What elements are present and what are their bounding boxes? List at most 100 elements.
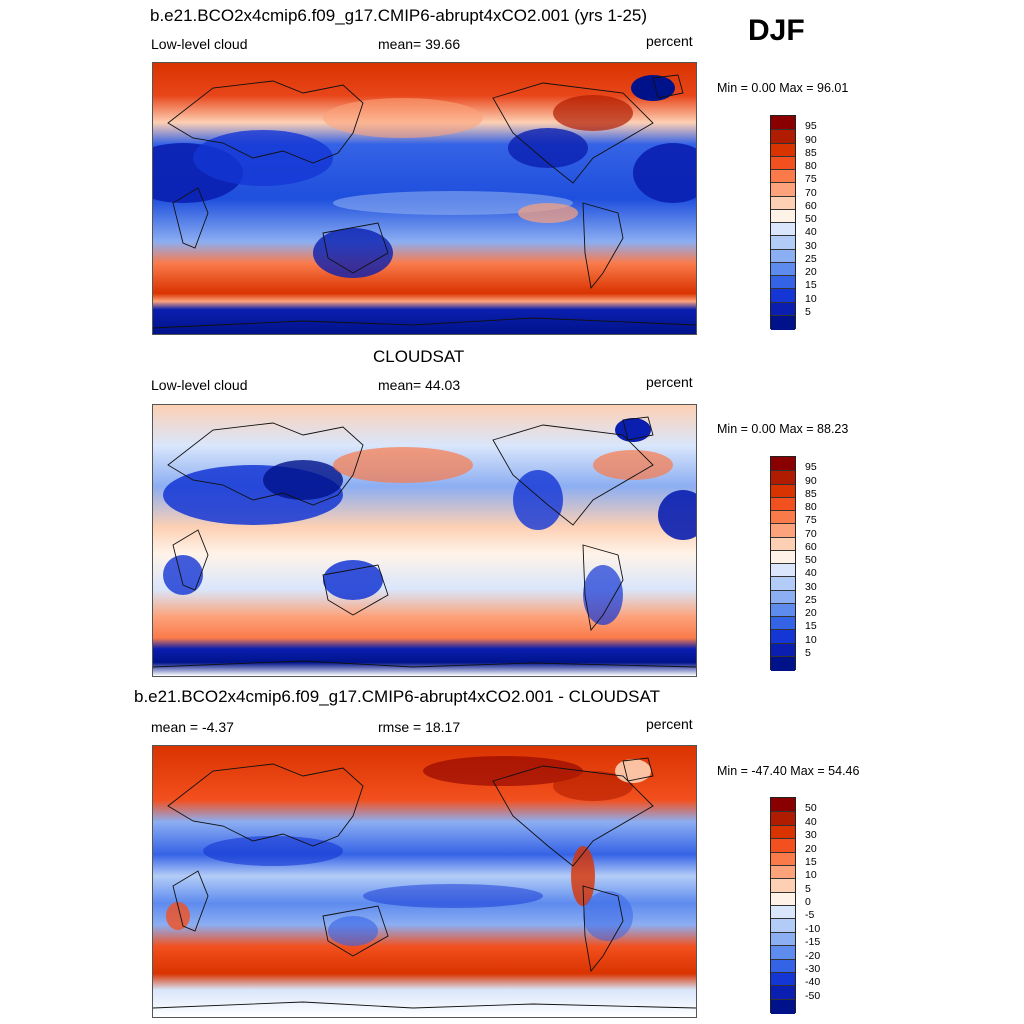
colorbar-tick-label: 50 xyxy=(805,554,817,566)
colorbar-swatch xyxy=(771,589,795,605)
colorbar-swatch xyxy=(771,958,795,974)
colorbar-swatch xyxy=(771,510,795,525)
panel-title: b.e21.BCO2x4cmip6.f09_g17.CMIP6-abrupt4x… xyxy=(134,687,660,706)
season-label: DJF xyxy=(748,14,805,47)
colorbar-tick-label: 90 xyxy=(805,474,817,487)
colorbar-swatch xyxy=(771,985,795,1001)
colorbar-tick-label: 10 xyxy=(805,869,817,882)
colorbar-swatch xyxy=(771,248,795,264)
colorbar-tick-label: 10 xyxy=(805,292,817,305)
colorbar-tick-label: 70 xyxy=(805,527,817,540)
colorbar-swatch xyxy=(771,496,795,512)
colorbar-tick-label: 25 xyxy=(805,252,817,265)
panel-title: b.e21.BCO2x4cmip6.f09_g17.CMIP6-abrupt4x… xyxy=(150,6,648,25)
colorbar-swatch xyxy=(771,470,795,486)
colorbar-swatch xyxy=(771,629,795,645)
colorbar-tick-label: 5 xyxy=(805,305,811,318)
minmax-label: Min = -47.40 Max = 54.46 xyxy=(717,764,860,778)
colorbar-swatch xyxy=(771,261,795,277)
colorbar-tick-label: 40 xyxy=(805,815,817,828)
colorbar-swatch xyxy=(771,576,795,592)
colorbar-tick-label: 5 xyxy=(805,646,811,659)
colorbar-swatch xyxy=(771,275,795,290)
minmax-label: Min = 0.00 Max = 88.23 xyxy=(717,422,849,436)
colorbar-swatch xyxy=(771,182,795,198)
colorbar-tick-label: 25 xyxy=(805,593,817,606)
difference-field-map xyxy=(153,746,696,1017)
colorbar-swatch xyxy=(771,838,795,854)
colorbar-tick-label: -10 xyxy=(805,922,821,935)
colorbar-tick-label: 95 xyxy=(805,120,817,133)
colorbar-swatch xyxy=(771,931,795,947)
map-plot xyxy=(152,745,697,1018)
colorbar-tick-label: 20 xyxy=(805,842,817,855)
cloud-field-map xyxy=(153,405,696,676)
map-plot xyxy=(152,62,697,335)
variable-label: Low-level cloud xyxy=(151,377,248,393)
colorbar-swatch xyxy=(771,864,795,880)
colorbar-tick-label: 95 xyxy=(805,461,817,474)
units-label: percent xyxy=(646,716,693,732)
minmax-label: Min = 0.00 Max = 96.01 xyxy=(717,81,849,95)
colorbar-swatch xyxy=(771,523,795,539)
colorbar-swatch xyxy=(771,129,795,145)
colorbar: 95 90 85 80 75 70 60 50 40 30 25 20 15 10 5 xyxy=(770,456,817,671)
panel-title: CLOUDSAT xyxy=(373,347,465,366)
colorbar-swatch xyxy=(771,878,795,894)
colorbar-swatch xyxy=(771,971,795,987)
colorbar-swatch xyxy=(771,483,795,499)
colorbar-swatch xyxy=(771,655,795,671)
rmse-label: rmse = 18.17 xyxy=(378,719,461,735)
colorbar-swatch xyxy=(771,616,795,631)
colorbar-swatch xyxy=(771,536,795,552)
colorbar-tick-label: -15 xyxy=(805,936,821,949)
colorbar-tick-label: 90 xyxy=(805,133,817,146)
colorbar-swatch xyxy=(771,563,795,578)
colorbar-swatch xyxy=(771,905,795,920)
colorbar-swatch xyxy=(771,301,795,317)
colorbar-tick-label: -30 xyxy=(805,962,821,975)
colorbar-tick-label: 50 xyxy=(805,213,817,225)
colorbar-tick-label: -5 xyxy=(805,909,815,922)
colorbar-tick-label: 75 xyxy=(805,173,817,186)
colorbar-tick-label: -50 xyxy=(805,989,821,1002)
mean-label: mean= 44.03 xyxy=(378,377,461,393)
colorbar-tick-label: 60 xyxy=(805,540,817,553)
colorbar: 95 90 85 80 75 70 60 50 40 30 25 20 15 10 5 xyxy=(770,115,817,330)
colorbar-tick-label: 20 xyxy=(805,266,817,278)
variable-label: Low-level cloud xyxy=(151,36,248,52)
colorbar-tick-label: 0 xyxy=(805,896,811,908)
colorbar-tick-label: 85 xyxy=(805,146,817,159)
colorbar-swatch xyxy=(771,288,795,304)
colorbar-tick-label: 50 xyxy=(805,802,817,815)
map-plot xyxy=(152,404,697,677)
colorbar-swatch xyxy=(771,208,795,224)
colorbar-swatch xyxy=(771,195,795,211)
colorbar-tick-label: 75 xyxy=(805,514,817,527)
colorbar-swatch xyxy=(771,891,795,907)
mean-label: mean= 39.66 xyxy=(378,36,461,52)
colorbar-swatch xyxy=(771,945,795,961)
colorbar-swatch xyxy=(771,851,795,867)
colorbar-tick-label: 15 xyxy=(805,620,817,633)
colorbar-swatch xyxy=(771,549,795,565)
colorbar-swatch xyxy=(771,798,795,812)
colorbar-swatch xyxy=(771,918,795,934)
colorbar-tick-label: 15 xyxy=(805,279,817,292)
colorbar-tick-label: 40 xyxy=(805,226,817,239)
colorbar-tick-label: 80 xyxy=(805,501,817,513)
cloud-field-map xyxy=(153,63,696,334)
colorbar-swatch xyxy=(771,602,795,618)
colorbar-swatch xyxy=(771,222,795,237)
colorbar-swatch xyxy=(771,824,795,840)
colorbar-swatch xyxy=(771,142,795,158)
colorbar-swatch xyxy=(771,811,795,827)
colorbar-swatch xyxy=(771,155,795,171)
units-label: percent xyxy=(646,33,693,49)
colorbar-swatch xyxy=(771,457,795,471)
colorbar-tick-label: -20 xyxy=(805,949,821,962)
units-label: percent xyxy=(646,374,693,390)
colorbar-swatch xyxy=(771,642,795,658)
colorbar-tick-label: 15 xyxy=(805,855,817,868)
colorbar-tick-label: 40 xyxy=(805,567,817,580)
